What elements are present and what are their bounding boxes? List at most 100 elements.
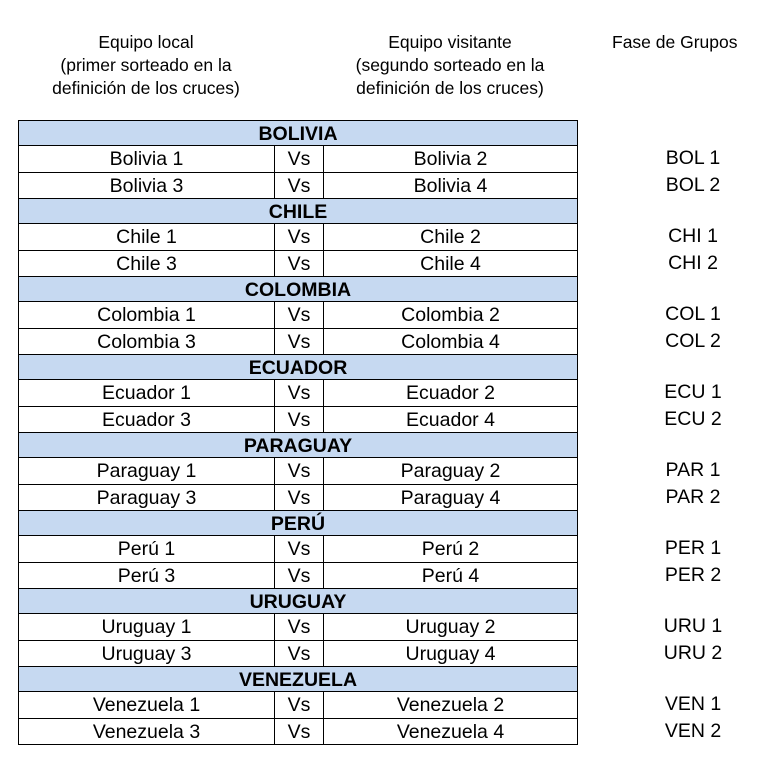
group-code: PAR 1 — [665, 459, 721, 481]
home-team-cell: Perú 1 — [19, 536, 275, 562]
match-row: Venezuela 1 Vs Venezuela 2 — [18, 691, 578, 718]
away-team-cell: Bolivia 4 — [413, 174, 488, 197]
vs-cell: Vs — [275, 224, 324, 250]
group-code: URU 1 — [663, 615, 723, 637]
group-spacer — [612, 276, 774, 301]
country-section-header: CHILE — [18, 198, 578, 223]
away-team-cell: Venezuela 4 — [396, 720, 505, 743]
away-team-cell: Colombia 4 — [401, 330, 500, 353]
match-row: Uruguay 1 Vs Uruguay 2 — [18, 613, 578, 640]
group-stage-header-line: Fase de Grupos — [612, 32, 738, 52]
away-team-cell: Uruguay 4 — [405, 642, 496, 665]
match-row: Paraguay 1 Vs Paraguay 2 — [18, 457, 578, 484]
vs-cell: Vs — [275, 536, 324, 562]
match-row: Uruguay 3 Vs Uruguay 4 — [18, 639, 578, 666]
home-team-cell: Bolivia 1 — [19, 146, 275, 172]
home-team-cell: Colombia 3 — [19, 328, 275, 354]
away-team-header: Equipo visitante (segundo sorteado en la… — [322, 31, 578, 100]
home-team-cell: Perú 3 — [19, 562, 275, 588]
vs-cell: Vs — [275, 458, 324, 484]
away-team-header-line: definición de los cruces) — [356, 78, 544, 98]
vs-cell: Vs — [275, 614, 324, 640]
match-row: Perú 1 Vs Perú 2 — [18, 535, 578, 562]
group-stage-header: Fase de Grupos — [612, 31, 778, 54]
home-team-cell: Uruguay 3 — [19, 640, 275, 666]
home-team-cell: Uruguay 1 — [19, 614, 275, 640]
country-section-header: ECUADOR — [18, 354, 578, 379]
vs-cell: Vs — [275, 692, 324, 718]
away-team-cell: Bolivia 2 — [413, 148, 488, 170]
group-code: ECU 2 — [664, 407, 722, 430]
group-code: BOL 2 — [665, 173, 721, 196]
group-spacer — [612, 198, 774, 223]
group-stage-column: BOL 1 BOL 2 CHI 1 CHI 2 COL 1 COL 2 ECU 1 ECU 2… — [612, 120, 774, 744]
group-spacer — [612, 432, 774, 457]
home-team-cell: Venezuela 1 — [19, 692, 275, 718]
vs-cell: Vs — [275, 172, 324, 198]
country-section-header: URUGUAY — [18, 588, 578, 613]
match-row: Colombia 1 Vs Colombia 2 — [18, 301, 578, 328]
home-team-cell: Venezuela 3 — [19, 718, 275, 744]
vs-cell: Vs — [275, 380, 324, 406]
group-code: COL 2 — [665, 329, 721, 352]
home-team-header: Equipo local (primer sorteado en la defi… — [20, 31, 272, 100]
home-team-header-line: Equipo local — [98, 32, 194, 52]
group-code: ECU 1 — [664, 381, 722, 403]
group-spacer — [612, 510, 774, 535]
away-team-cell: Perú 2 — [421, 538, 480, 560]
match-row: Venezuela 3 Vs Venezuela 4 — [18, 717, 578, 745]
away-team-cell: Paraguay 2 — [400, 460, 501, 482]
away-team-header-line: Equipo visitante — [388, 32, 512, 52]
away-team-header-line: (segundo sorteado en la — [355, 55, 545, 75]
group-code: BOL 1 — [665, 147, 721, 169]
group-code: VEN 2 — [664, 719, 722, 742]
match-table: BOLIVIA Bolivia 1 Vs Bolivia 2 Bolivia 3 Vs Bo… — [18, 120, 578, 745]
match-row: Bolivia 3 Vs Bolivia 4 — [18, 171, 578, 198]
group-code: COL 1 — [665, 303, 721, 325]
country-section-header: VENEZUELA — [18, 666, 578, 691]
match-row: Paraguay 3 Vs Paraguay 4 — [18, 483, 578, 510]
home-team-cell: Paraguay 3 — [19, 484, 275, 510]
match-row: Ecuador 1 Vs Ecuador 2 — [18, 379, 578, 406]
vs-cell: Vs — [275, 640, 324, 666]
country-section-header: COLOMBIA — [18, 276, 578, 301]
country-section-header: BOLIVIA — [18, 120, 578, 145]
vs-cell: Vs — [275, 406, 324, 432]
group-code: CHI 1 — [668, 225, 718, 247]
country-section-header: PARAGUAY — [18, 432, 578, 457]
home-team-cell: Ecuador 3 — [19, 406, 275, 432]
match-row: Colombia 3 Vs Colombia 4 — [18, 327, 578, 354]
match-row: Perú 3 Vs Perú 4 — [18, 561, 578, 588]
vs-cell: Vs — [275, 484, 324, 510]
vs-cell: Vs — [275, 146, 324, 172]
away-team-cell: Chile 2 — [420, 226, 481, 248]
home-team-cell: Chile 1 — [19, 224, 275, 250]
vs-cell: Vs — [275, 250, 324, 276]
away-team-cell: Uruguay 2 — [405, 616, 496, 638]
home-team-cell: Bolivia 3 — [19, 172, 275, 198]
vs-cell: Vs — [275, 328, 324, 354]
match-row: Chile 3 Vs Chile 4 — [18, 249, 578, 276]
match-row: Bolivia 1 Vs Bolivia 2 — [18, 145, 578, 172]
home-team-header-line: (primer sorteado en la — [60, 55, 232, 75]
home-team-cell: Colombia 1 — [19, 302, 275, 328]
group-code: PER 2 — [664, 563, 722, 586]
away-team-cell: Colombia 2 — [401, 304, 500, 326]
vs-cell: Vs — [275, 562, 324, 588]
match-row: Ecuador 3 Vs Ecuador 4 — [18, 405, 578, 432]
home-team-cell: Ecuador 1 — [19, 380, 275, 406]
group-spacer — [612, 666, 774, 691]
group-code: PER 1 — [664, 537, 722, 559]
vs-cell: Vs — [275, 302, 324, 328]
group-code: URU 2 — [663, 641, 723, 664]
group-code: CHI 2 — [668, 251, 718, 274]
home-team-header-line: definición de los cruces) — [52, 78, 240, 98]
group-code: VEN 1 — [664, 693, 722, 715]
away-team-cell: Ecuador 4 — [406, 408, 495, 431]
country-section-header: PERÚ — [18, 510, 578, 535]
away-team-cell: Venezuela 2 — [396, 694, 505, 716]
group-code: PAR 2 — [665, 485, 721, 508]
vs-cell: Vs — [275, 718, 324, 744]
home-team-cell: Chile 3 — [19, 250, 275, 276]
group-spacer — [612, 120, 774, 145]
